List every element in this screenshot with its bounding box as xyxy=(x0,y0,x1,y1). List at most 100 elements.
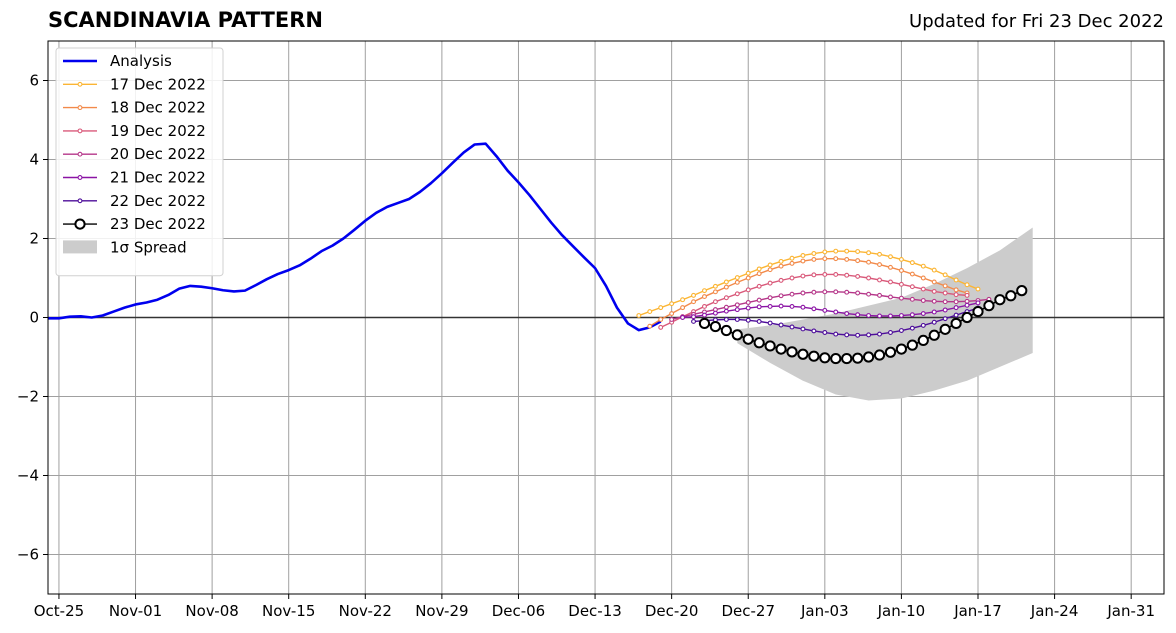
data-point xyxy=(756,271,762,277)
data-point xyxy=(855,290,861,296)
data-point xyxy=(895,343,908,355)
series-21-dec-2022 xyxy=(680,300,981,320)
data-point xyxy=(789,275,795,281)
legend-marker xyxy=(77,175,83,180)
data-point xyxy=(691,314,696,320)
data-point xyxy=(833,309,839,315)
data-point xyxy=(983,300,995,312)
data-point xyxy=(691,319,696,324)
data-point xyxy=(691,292,696,298)
data-point xyxy=(844,256,850,262)
legend-marker xyxy=(77,105,83,111)
data-point xyxy=(877,313,882,319)
data-point xyxy=(698,317,711,330)
legend-label: 1σ Spread xyxy=(110,238,187,256)
data-point xyxy=(822,249,828,255)
legend-entry: 17 Dec 2022 xyxy=(63,75,206,93)
data-point xyxy=(734,317,740,322)
legend-entry: 21 Dec 2022 xyxy=(63,169,206,187)
data-point xyxy=(822,271,828,277)
legend-entry: 20 Dec 2022 xyxy=(63,145,206,163)
data-point xyxy=(920,322,926,328)
data-point xyxy=(789,324,795,330)
data-point xyxy=(723,308,729,314)
data-point xyxy=(669,301,675,307)
data-point xyxy=(898,268,904,273)
x-tick-label: Jan-31 xyxy=(1106,602,1155,620)
data-point xyxy=(942,316,948,322)
data-point xyxy=(866,332,872,338)
data-point xyxy=(866,275,872,281)
x-tick-label: Jan-03 xyxy=(800,602,849,620)
data-point xyxy=(680,305,686,311)
data-point xyxy=(800,258,806,264)
data-point xyxy=(844,248,850,254)
legend-marker xyxy=(74,218,86,230)
data-point xyxy=(931,319,937,325)
x-tick-label: Dec-27 xyxy=(721,602,775,620)
data-point xyxy=(767,262,773,268)
data-point xyxy=(789,303,795,309)
data-point xyxy=(680,297,686,303)
data-point xyxy=(756,319,762,324)
data-point xyxy=(734,307,740,313)
data-point xyxy=(909,325,915,331)
chart-title: SCANDINAVIA PATTERN xyxy=(48,8,323,32)
data-point xyxy=(767,303,773,309)
legend-marker xyxy=(77,81,83,87)
data-point xyxy=(972,305,984,318)
data-point xyxy=(975,286,981,292)
data-point xyxy=(964,292,970,298)
data-point xyxy=(833,331,839,337)
legend-entry: 19 Dec 2022 xyxy=(63,122,206,140)
data-point xyxy=(808,350,820,362)
data-point xyxy=(906,339,918,351)
data-point xyxy=(866,291,872,297)
data-point xyxy=(953,277,959,283)
data-point xyxy=(855,332,861,338)
data-point xyxy=(811,251,817,256)
data-point xyxy=(909,284,915,290)
data-point xyxy=(811,289,817,295)
data-point xyxy=(920,298,926,303)
data-point xyxy=(877,277,882,283)
data-point xyxy=(931,309,937,315)
data-point xyxy=(712,310,718,316)
legend[interactable]: Analysis 17 Dec 2022 18 Dec 2022 19 Dec 202… xyxy=(55,47,224,277)
y-tick-label: −2 xyxy=(17,388,39,406)
data-point xyxy=(702,294,707,300)
data-point xyxy=(1005,290,1017,302)
data-point xyxy=(712,283,718,289)
data-point xyxy=(775,343,787,355)
data-point xyxy=(942,290,948,296)
data-point xyxy=(855,273,861,279)
legend-entry: 1σ Spread xyxy=(63,238,187,256)
data-point xyxy=(873,349,886,361)
data-point xyxy=(898,281,904,287)
data-point xyxy=(745,270,751,276)
data-point xyxy=(647,309,653,315)
legend-label: 20 Dec 2022 xyxy=(110,145,206,163)
data-point xyxy=(953,299,959,305)
y-tick-label: 6 xyxy=(29,72,39,90)
data-point xyxy=(975,300,981,306)
data-point xyxy=(953,292,959,298)
data-point xyxy=(778,263,784,269)
data-point xyxy=(778,258,784,264)
data-point xyxy=(636,313,642,318)
x-tick-label: Dec-06 xyxy=(492,602,546,620)
data-point xyxy=(964,282,970,288)
data-point xyxy=(833,289,839,295)
data-point xyxy=(855,258,861,264)
data-point xyxy=(734,302,740,308)
data-point xyxy=(742,333,754,345)
data-point xyxy=(723,284,729,290)
x-tick-label: Dec-20 xyxy=(645,602,699,620)
data-point xyxy=(961,311,973,324)
legend-marker xyxy=(77,151,83,157)
data-point xyxy=(855,312,861,318)
data-point xyxy=(800,326,806,332)
data-point xyxy=(877,331,882,337)
data-point xyxy=(909,271,915,277)
data-point xyxy=(964,302,970,308)
